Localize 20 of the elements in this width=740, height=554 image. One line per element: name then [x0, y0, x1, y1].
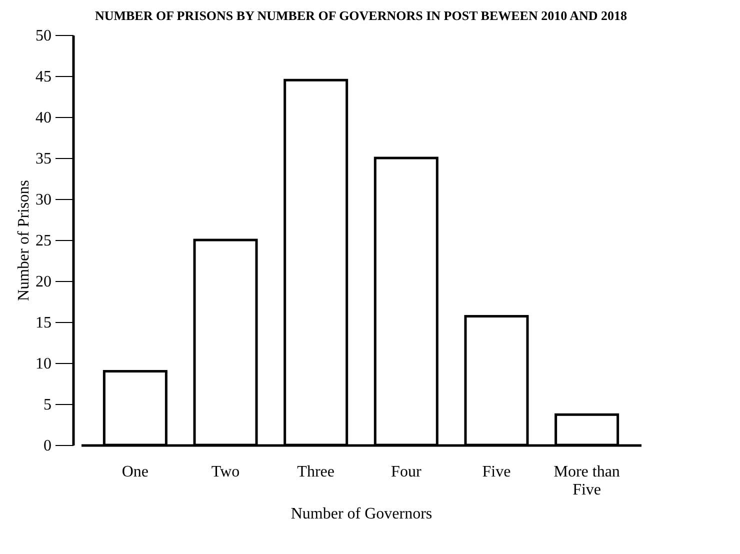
y-tick-label: 45 [36, 68, 52, 86]
x-tick-label: Four [391, 464, 422, 480]
chart-title: NUMBER OF PRISONS BY NUMBER OF GOVERNORS IN POST BEWEEN 2010 AND 2018 [94, 8, 628, 23]
x-tick-label: Five [482, 464, 511, 480]
x-axis-title: Number of Governors [290, 506, 432, 522]
y-tick-label: 50 [36, 28, 52, 44]
y-tick-label: 30 [36, 192, 52, 208]
y-tick-label: 40 [36, 110, 52, 126]
y-tick-label: 20 [36, 274, 52, 290]
y-tick-label: 25 [36, 232, 52, 250]
x-tick-label: One [122, 464, 149, 480]
x-tick-label: Three [297, 464, 334, 480]
y-tick-label: 35 [36, 150, 52, 168]
y-tick-label: 5 [44, 396, 52, 414]
y-axis-title: Number of Prisons [16, 180, 32, 301]
y-tick-label: 10 [36, 356, 52, 372]
y-tick-label: 0 [44, 438, 52, 454]
y-tick-label: 15 [36, 314, 52, 332]
x-tick-label: More than Five [554, 464, 620, 498]
x-tick-label: Two [211, 464, 240, 480]
